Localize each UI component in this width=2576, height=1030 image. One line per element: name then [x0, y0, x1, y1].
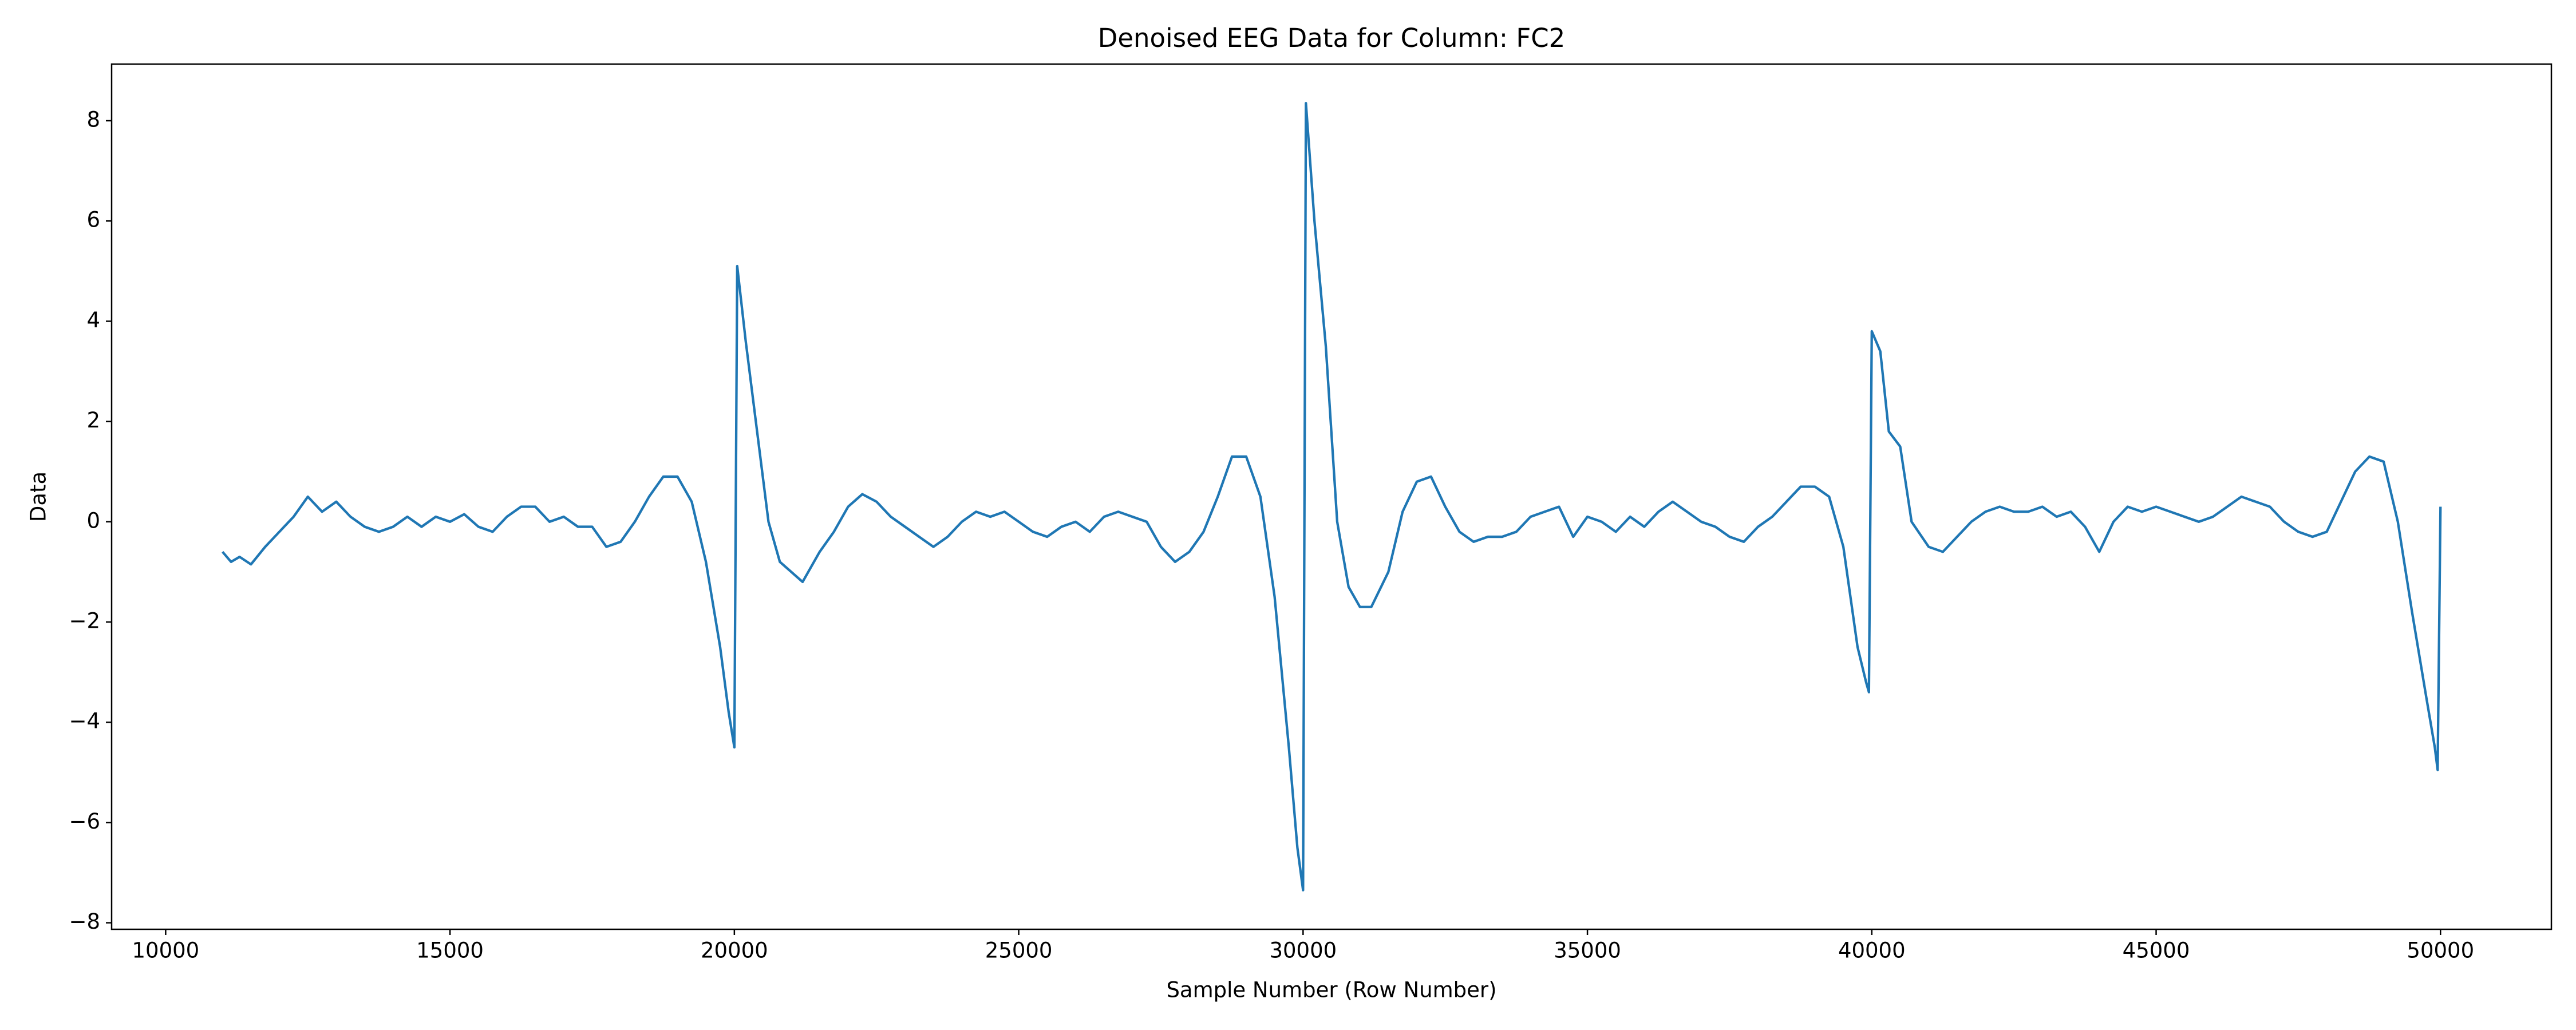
y-tick-label: 8 — [86, 107, 100, 132]
y-tick-label: −4 — [69, 709, 100, 734]
x-tick-label: 15000 — [416, 938, 484, 963]
x-tick-label: 25000 — [985, 938, 1053, 963]
y-tick-label: −6 — [69, 809, 100, 834]
y-tick-label: 4 — [86, 308, 100, 332]
x-tick-label: 50000 — [2407, 938, 2474, 963]
x-tick-label: 30000 — [1269, 938, 1337, 963]
x-tick-label: 40000 — [1838, 938, 1906, 963]
x-tick-label: 45000 — [2123, 938, 2190, 963]
y-tick-label: −8 — [69, 909, 100, 934]
y-tick-label: −2 — [69, 609, 100, 633]
x-tick-label: 20000 — [701, 938, 768, 963]
chart-title: Denoised EEG Data for Column: FC2 — [1098, 23, 1566, 53]
y-tick-label: 0 — [86, 508, 100, 533]
plot-frame — [110, 63, 2553, 930]
y-axis-label: Data — [26, 472, 51, 522]
x-axis-label: Sample Number (Row Number) — [1166, 978, 1496, 1003]
y-tick-label: 6 — [86, 208, 100, 232]
y-tick-label: 2 — [86, 408, 100, 433]
x-tick-label: 35000 — [1554, 938, 1621, 963]
data-line — [222, 102, 2442, 892]
x-tick-label: 10000 — [132, 938, 200, 963]
